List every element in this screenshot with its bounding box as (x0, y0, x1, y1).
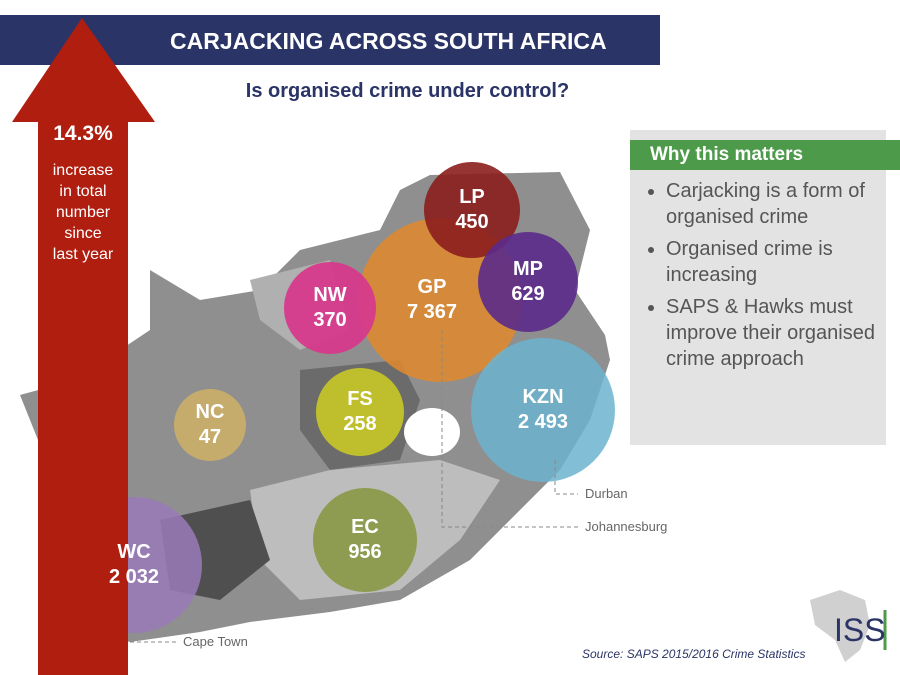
bubble (478, 232, 578, 332)
bubble (316, 368, 404, 456)
panel-title-bar (630, 140, 900, 170)
leader-line (554, 460, 578, 495)
province-code: WC (117, 541, 151, 563)
arrow (12, 18, 155, 675)
leader-line (441, 330, 578, 528)
bubble-label: GP 7 367 (407, 275, 457, 325)
city-label: Johannesburg (585, 519, 668, 534)
province-code: MP (513, 258, 543, 280)
bubble-label: MP 629 (511, 257, 544, 307)
bubble (471, 338, 615, 482)
bubble-label: NC 47 (196, 400, 225, 450)
bubble (284, 262, 376, 354)
province-value: 629 (511, 283, 545, 305)
bubble-label: FS 258 (343, 387, 376, 437)
bubble (174, 389, 246, 461)
bubble (358, 218, 522, 382)
bubble-label: KZN 2 493 (518, 385, 568, 435)
province-value: 2 032 (108, 566, 160, 588)
province-code: LP (459, 186, 485, 208)
province-code: GP (417, 276, 447, 298)
province-value: 7 367 (406, 301, 458, 323)
province-value: 2 493 (517, 411, 569, 433)
logo: ISS (834, 612, 886, 648)
panel-title: Why this matters (650, 144, 804, 165)
arrow-line: increase (52, 162, 114, 179)
bullet: SAPS & Hawks must improve their organise… (666, 294, 900, 372)
arrow-line: number (55, 204, 111, 221)
bullet-list: Carjacking is a form of organised crime O… (640, 178, 900, 378)
province-code: NW (313, 284, 347, 306)
city-label: Cape Town (183, 634, 248, 649)
province-code: NC (195, 401, 225, 423)
panel (630, 130, 886, 445)
province-value: 258 (343, 413, 377, 435)
bubble-label: NW 370 (313, 283, 346, 333)
bubble-label: LP 450 (455, 185, 488, 235)
province-value: 47 (198, 426, 222, 448)
arrow-line: since (64, 225, 102, 242)
lesotho (404, 408, 460, 456)
province-value: 450 (455, 211, 489, 233)
bubble-label: EC 956 (348, 515, 381, 565)
bullet: Organised crime is increasing (666, 236, 900, 288)
province-value: 370 (313, 309, 347, 331)
arrow-text: increase in total number since last year (38, 160, 128, 265)
arrow-value: 14.3% (53, 122, 113, 145)
province-value: 956 (348, 541, 382, 563)
province-code: FS (347, 388, 373, 410)
bubble-label: WC 2 032 (109, 540, 159, 590)
bullet: Carjacking is a form of organised crime (666, 178, 900, 230)
bubble (424, 162, 520, 258)
province-code: EC (351, 516, 379, 538)
province-code: KZN (522, 386, 564, 408)
subtitle: Is organised crime under control? (245, 80, 570, 102)
header-bar (0, 15, 660, 65)
source: Source: SAPS 2015/2016 Crime Statistics (582, 647, 806, 661)
arrow-line: last year (52, 246, 114, 263)
arrow-line: in total (59, 183, 107, 200)
title: CARJACKING ACROSS SOUTH AFRICA (170, 28, 607, 54)
city-label: Durban (585, 486, 628, 501)
bubble (313, 488, 417, 592)
africa-logo (810, 590, 870, 662)
